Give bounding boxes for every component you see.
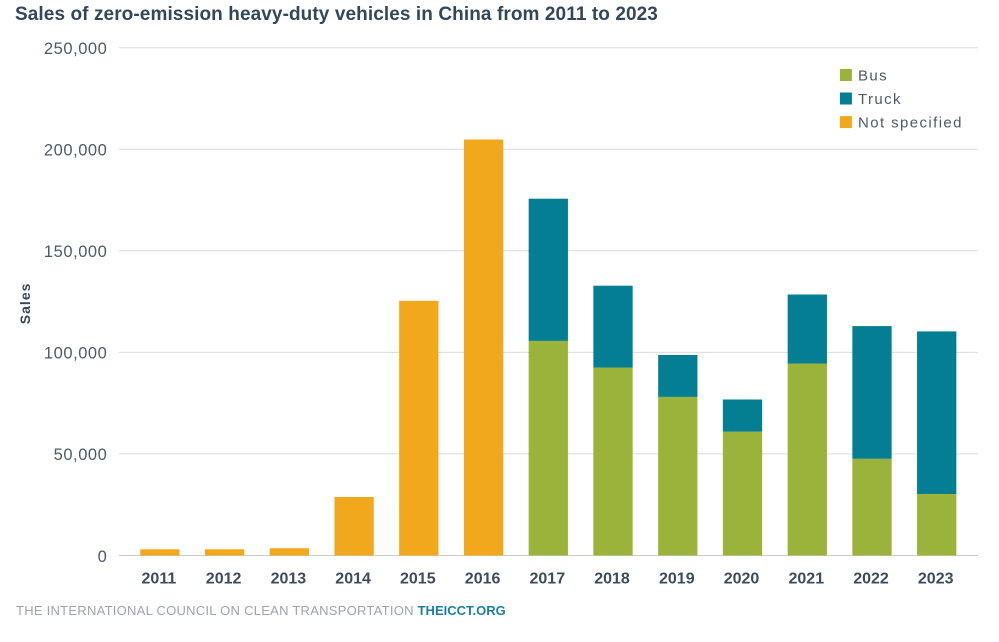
svg-text:200,000: 200,000 xyxy=(44,142,108,160)
svg-text:2013: 2013 xyxy=(271,570,307,587)
svg-text:2011: 2011 xyxy=(142,570,177,587)
svg-text:150,000: 150,000 xyxy=(44,243,108,261)
svg-text:2018: 2018 xyxy=(594,570,630,587)
svg-text:THE INTERNATIONAL COUNCIL ON C: THE INTERNATIONAL COUNCIL ON CLEAN TRANS… xyxy=(16,603,506,618)
svg-text:2022: 2022 xyxy=(853,570,889,587)
svg-text:2017: 2017 xyxy=(530,570,566,587)
svg-text:2019: 2019 xyxy=(659,570,695,587)
svg-text:Not specified: Not specified xyxy=(858,115,963,132)
svg-text:2016: 2016 xyxy=(465,570,501,587)
svg-text:50,000: 50,000 xyxy=(54,446,108,464)
svg-text:2012: 2012 xyxy=(206,570,242,587)
svg-text:2023: 2023 xyxy=(918,570,954,587)
svg-text:Truck: Truck xyxy=(858,91,902,108)
svg-text:Sales: Sales xyxy=(17,283,33,325)
svg-text:2014: 2014 xyxy=(335,570,371,587)
svg-text:100,000: 100,000 xyxy=(44,345,108,363)
svg-text:250,000: 250,000 xyxy=(44,40,108,58)
svg-text:Bus: Bus xyxy=(858,68,888,85)
svg-text:2020: 2020 xyxy=(724,570,760,587)
svg-text:Sales of zero-emission heavy-d: Sales of zero-emission heavy-duty vehicl… xyxy=(15,4,658,25)
svg-text:2021: 2021 xyxy=(789,570,825,587)
svg-text:2015: 2015 xyxy=(400,570,436,587)
svg-text:0: 0 xyxy=(98,548,108,566)
